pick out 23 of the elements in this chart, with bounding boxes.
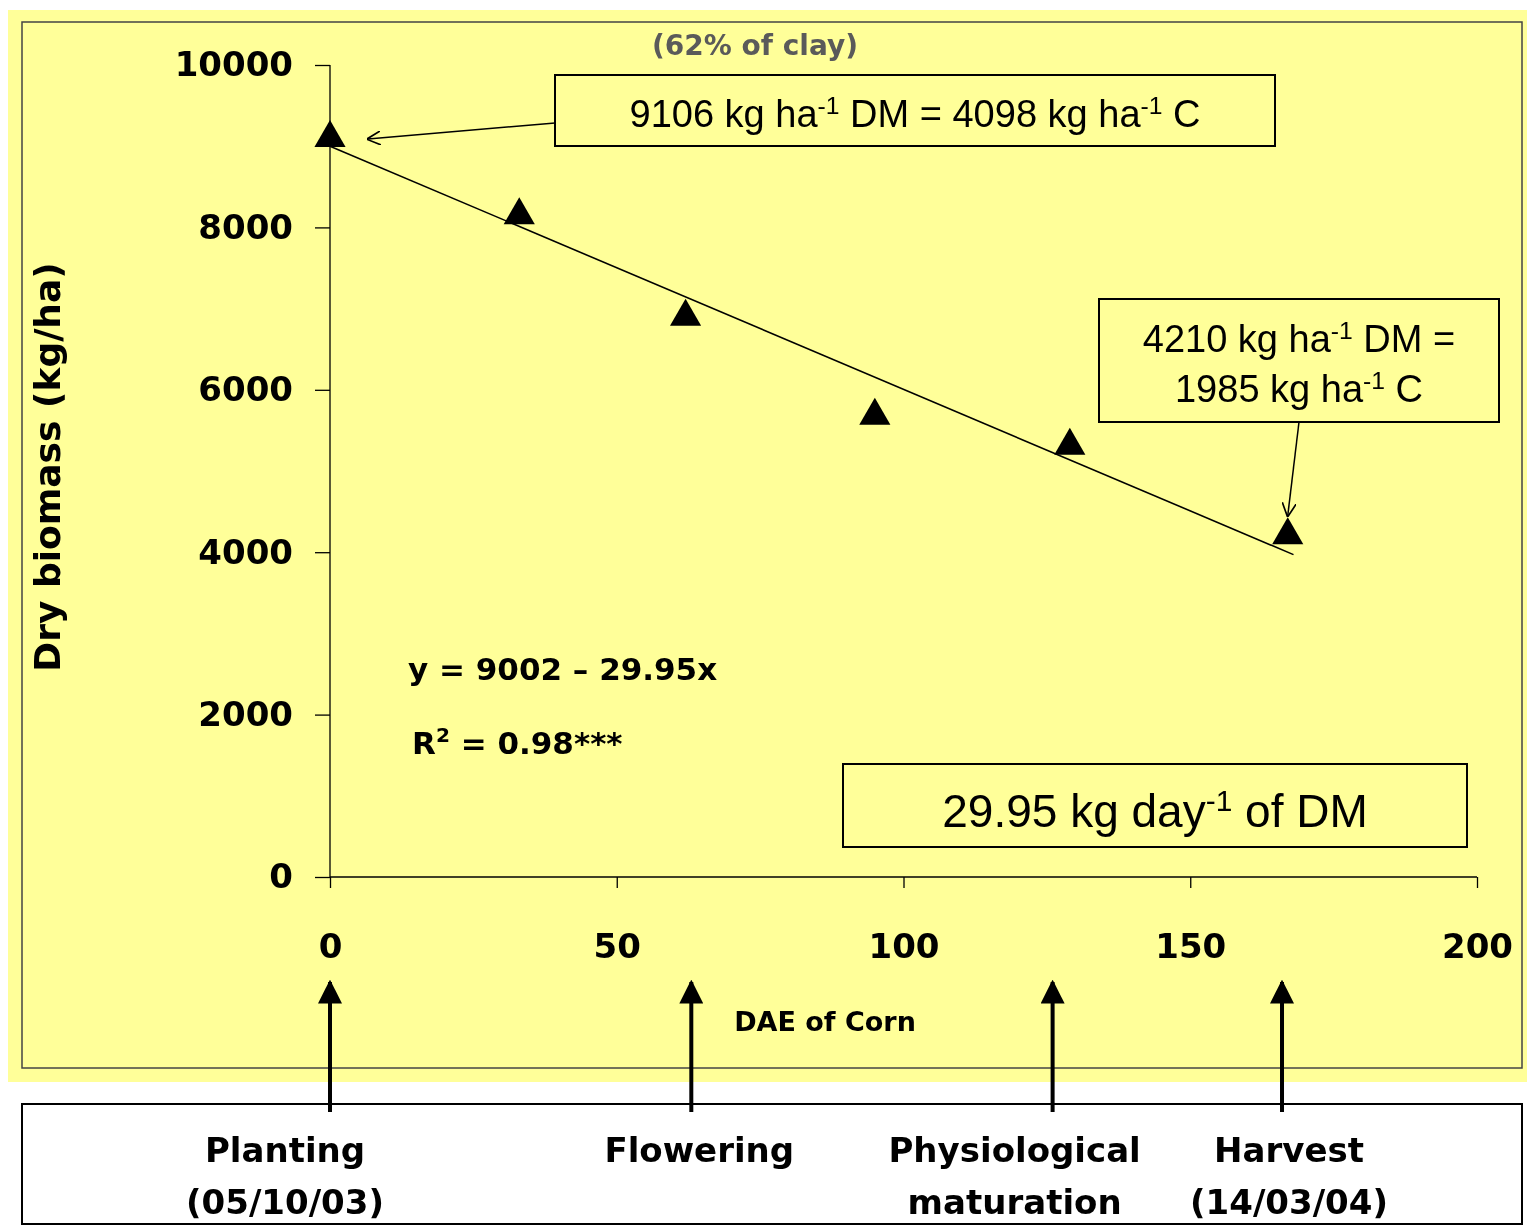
y-tick-label: 6000 — [198, 369, 293, 410]
annotation: y = 9002 – 29.95x — [408, 651, 718, 687]
x-axis-title: DAE of Corn — [734, 1006, 916, 1037]
x-tick-label: 200 — [1442, 926, 1513, 967]
chart-title: (62% of clay) — [651, 29, 859, 62]
y-tick-label: 8000 — [198, 206, 293, 247]
y-tick-label: 10000 — [174, 44, 293, 85]
annotation: R$^{2}$ = 0.98*** — [412, 723, 623, 761]
y-axis-title: Dry biomass (kg/ha) — [27, 262, 68, 672]
x-tick-label: 0 — [318, 926, 343, 967]
ref-line-label: Physiological maturation — [888, 1130, 1141, 1222]
annotation: 4210 kg ha$^{-1}$ DM = 1985 kg ha$^{-1}$ C — [1142, 316, 1456, 410]
y-tick-label: 2000 — [198, 693, 293, 734]
ref-line-label: Flowering — [604, 1130, 795, 1170]
ref-line-label: Planting (05/10/03) — [186, 1130, 384, 1222]
y-tick-label: 0 — [269, 856, 293, 897]
x-tick-label: 50 — [593, 926, 641, 967]
ref-line-label: Harvest (14/03/04) — [1190, 1130, 1388, 1222]
annotation: 29.95 kg day$^{-1}$ of DM — [942, 783, 1368, 837]
x-tick-label: 100 — [868, 926, 940, 967]
annotation: 9106 kg ha$^{-1}$ DM = 4098 kg ha$^{-1}$ C — [629, 91, 1201, 135]
x-tick-label: 150 — [1155, 926, 1227, 967]
y-tick-label: 4000 — [198, 531, 293, 572]
